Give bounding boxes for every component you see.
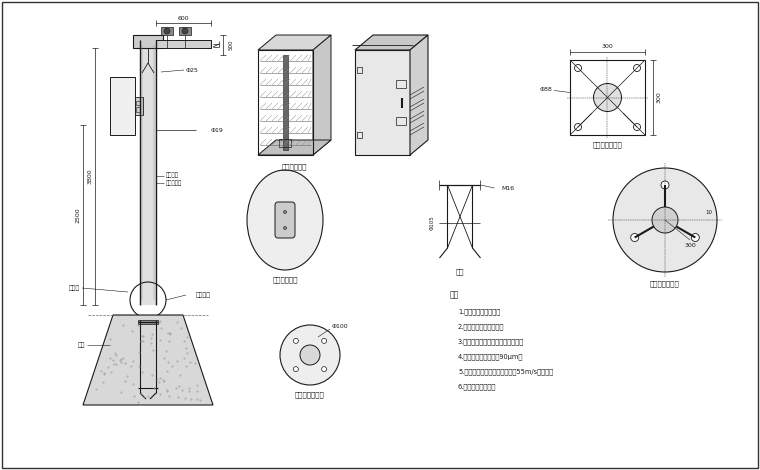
Text: 防水箱放大图: 防水箱放大图 [282,164,307,170]
Bar [136,101,140,105]
Circle shape [575,124,581,131]
Text: 检修孔: 检修孔 [68,285,80,291]
Circle shape [280,325,340,385]
Text: 底座法兰放大图: 底座法兰放大图 [650,281,680,287]
Circle shape [182,28,188,34]
Text: 2.上下法兰加强筋连接。: 2.上下法兰加强筋连接。 [458,323,505,329]
Polygon shape [83,315,213,405]
Polygon shape [355,35,428,50]
Circle shape [634,64,641,71]
Bar [283,55,288,150]
Bar [141,40,156,305]
Circle shape [293,338,299,344]
Text: Φ19: Φ19 [211,127,224,133]
Text: 检修孔放大图: 检修孔放大图 [272,277,298,283]
Text: M16: M16 [501,186,514,190]
Text: 300: 300 [657,92,661,103]
Text: 地笼: 地笼 [78,342,85,348]
Circle shape [321,367,327,372]
Text: Φ25: Φ25 [186,68,199,72]
Text: 底座法兰正视图: 底座法兰正视图 [593,141,622,149]
Bar [156,40,211,48]
Bar [396,117,406,125]
Text: 300: 300 [602,44,613,48]
Text: 600: 600 [178,16,189,21]
Text: 1.主干为国标镀锌管。: 1.主干为国标镀锌管。 [458,308,500,314]
Text: 4.钢管镀锌锌层厚护为90μm。: 4.钢管镀锌锌层厚护为90μm。 [458,353,524,360]
Text: 3.喷涂后不再进行任何加工和焊接。: 3.喷涂后不再进行任何加工和焊接。 [458,338,524,345]
Text: 上层白色: 上层白色 [166,172,179,178]
Text: Φ105: Φ105 [430,215,435,230]
Circle shape [283,227,287,229]
Text: Φ88: Φ88 [540,87,552,92]
Circle shape [634,124,641,131]
Polygon shape [258,140,331,155]
Text: 300: 300 [684,243,696,248]
Circle shape [575,64,581,71]
Bar [110,77,135,135]
Bar [396,80,406,88]
Circle shape [293,367,299,372]
Bar [136,107,140,112]
Text: 桁机法兰放大图: 桁机法兰放大图 [295,392,325,398]
Bar [357,132,362,138]
FancyBboxPatch shape [275,202,295,238]
Text: 6.接管、避雷针可折: 6.接管、避雷针可折 [458,383,496,390]
Bar [138,320,158,324]
Text: 10: 10 [705,210,712,214]
Text: 地笼: 地笼 [456,269,464,275]
Text: 3800: 3800 [87,169,93,184]
Circle shape [300,345,320,365]
Bar [133,35,163,48]
Text: 底座法兰: 底座法兰 [196,292,211,298]
Circle shape [692,234,699,242]
Circle shape [164,28,170,34]
Bar [279,139,291,147]
Text: Φ100: Φ100 [332,324,349,329]
Text: 说明: 说明 [450,290,459,299]
Text: 500: 500 [229,40,233,50]
Bar [570,60,645,135]
Circle shape [661,181,669,189]
Circle shape [631,234,638,242]
Bar [179,27,191,35]
Bar [161,27,173,35]
Polygon shape [258,35,331,50]
Ellipse shape [247,170,323,270]
Text: 2500: 2500 [75,207,81,223]
Circle shape [321,338,327,344]
Circle shape [594,84,622,111]
Bar [135,97,143,115]
Circle shape [652,207,678,233]
Polygon shape [313,35,331,155]
Text: 下层灰绿色: 下层灰绿色 [166,180,182,186]
Text: 5.立杆、横臂和其它零件应能抗55m/s的风速。: 5.立杆、横臂和其它零件应能抗55m/s的风速。 [458,368,553,375]
Polygon shape [410,35,428,155]
Circle shape [283,211,287,213]
Circle shape [613,168,717,272]
Bar [357,67,362,73]
Polygon shape [355,50,410,155]
